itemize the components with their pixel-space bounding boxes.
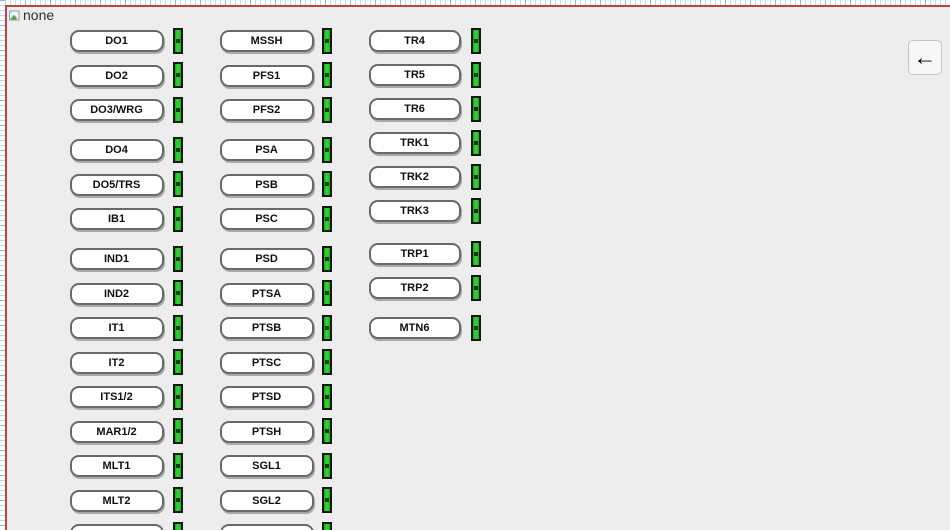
status-led-partial bbox=[322, 521, 332, 530]
status-led-do1 bbox=[173, 27, 183, 54]
missing-image-placeholder: none bbox=[8, 8, 54, 23]
panel-button-ptsd[interactable]: PTSD bbox=[219, 386, 314, 408]
panel-button-it1[interactable]: IT1 bbox=[69, 317, 164, 339]
panel-button-partial[interactable] bbox=[69, 524, 164, 530]
status-led-ptsd bbox=[322, 383, 332, 410]
horizontal-ruler bbox=[0, 0, 950, 5]
status-led-mssh bbox=[322, 27, 332, 54]
status-led-ptsb bbox=[322, 314, 332, 341]
status-led-trp1 bbox=[470, 240, 481, 267]
panel-button-ptsb[interactable]: PTSB bbox=[219, 317, 314, 339]
status-led-pfs2 bbox=[322, 96, 332, 123]
status-led-mar1-2 bbox=[173, 418, 183, 444]
panel-button-its1-2[interactable]: ITS1/2 bbox=[69, 386, 164, 408]
status-led-do3-wrg bbox=[173, 96, 183, 123]
panel-button-pfs1[interactable]: PFS1 bbox=[219, 64, 314, 87]
status-led-partial bbox=[173, 521, 183, 530]
panel-button-trk1[interactable]: TRK1 bbox=[368, 132, 461, 154]
back-button[interactable]: ← bbox=[908, 40, 942, 75]
status-led-psd bbox=[322, 245, 332, 272]
status-led-trk3 bbox=[470, 197, 481, 224]
panel-button-do5-trs[interactable]: DO5/TRS bbox=[69, 173, 164, 196]
panel-button-mlt1[interactable]: MLT1 bbox=[69, 455, 164, 477]
status-led-psb bbox=[322, 171, 332, 197]
status-led-ptsa bbox=[322, 280, 332, 306]
panel-button-do3-wrg[interactable]: DO3/WRG bbox=[69, 99, 164, 121]
panel-button-trp1[interactable]: TRP1 bbox=[368, 243, 461, 265]
status-led-trk2 bbox=[470, 163, 481, 190]
status-led-tr4 bbox=[470, 27, 481, 54]
panel-button-psc[interactable]: PSC bbox=[219, 208, 314, 230]
panel-button-psa[interactable]: PSA bbox=[219, 139, 314, 161]
status-led-tr5 bbox=[470, 61, 481, 88]
status-led-trk1 bbox=[470, 129, 481, 156]
status-led-its1-2 bbox=[173, 383, 183, 410]
status-led-psa bbox=[322, 136, 332, 163]
status-led-mlt2 bbox=[173, 487, 183, 513]
status-led-sgl2 bbox=[322, 487, 332, 513]
broken-image-icon bbox=[9, 10, 20, 21]
status-led-ptsc bbox=[322, 349, 332, 375]
panel-button-tr4[interactable]: TR4 bbox=[368, 30, 461, 52]
panel-button-do4[interactable]: DO4 bbox=[69, 139, 164, 161]
front-panel: none ← DO1 DO2 DO3/WRG DO4 DO5/TRS IB1 IND1 IND… bbox=[5, 5, 950, 530]
panel-button-ptsc[interactable]: PTSC bbox=[219, 351, 314, 374]
status-led-ptsh bbox=[322, 418, 332, 444]
status-led-it2 bbox=[173, 349, 183, 375]
status-led-do4 bbox=[173, 136, 183, 163]
status-led-it1 bbox=[173, 314, 183, 341]
panel-button-mssh[interactable]: MSSH bbox=[219, 30, 314, 52]
panel-button-tr6[interactable]: TR6 bbox=[368, 98, 461, 120]
panel-button-tr5[interactable]: TR5 bbox=[368, 64, 461, 86]
status-led-ind1 bbox=[173, 245, 183, 272]
panel-button-trk2[interactable]: TRK2 bbox=[368, 166, 461, 188]
panel-button-ib1[interactable]: IB1 bbox=[69, 208, 164, 230]
status-led-trp2 bbox=[470, 274, 481, 301]
panel-button-sgl1[interactable]: SGL1 bbox=[219, 455, 314, 477]
panel-button-partial[interactable] bbox=[219, 524, 314, 530]
panel-button-it2[interactable]: IT2 bbox=[69, 351, 164, 374]
panel-button-ptsh[interactable]: PTSH bbox=[219, 420, 314, 443]
panel-button-pfs2[interactable]: PFS2 bbox=[219, 99, 314, 121]
panel-button-ind1[interactable]: IND1 bbox=[69, 248, 164, 270]
panel-button-do2[interactable]: DO2 bbox=[69, 64, 164, 87]
panel-button-psd[interactable]: PSD bbox=[219, 248, 314, 270]
status-led-psc bbox=[322, 205, 332, 232]
status-led-tr6 bbox=[470, 95, 481, 122]
panel-button-ind2[interactable]: IND2 bbox=[69, 282, 164, 305]
panel-button-sgl2[interactable]: SGL2 bbox=[219, 489, 314, 512]
status-led-do2 bbox=[173, 62, 183, 88]
missing-image-alt-text: none bbox=[23, 7, 55, 23]
panel-button-mtn6[interactable]: MTN6 bbox=[368, 317, 461, 339]
status-led-mlt1 bbox=[173, 452, 183, 479]
vertical-ruler bbox=[0, 0, 5, 530]
panel-button-mlt2[interactable]: MLT2 bbox=[69, 489, 164, 512]
status-led-do5-trs bbox=[173, 171, 183, 197]
panel-button-do1[interactable]: DO1 bbox=[69, 30, 164, 52]
panel-button-ptsa[interactable]: PTSA bbox=[219, 282, 314, 305]
status-led-mtn6 bbox=[470, 314, 481, 341]
panel-button-mar1-2[interactable]: MAR1/2 bbox=[69, 420, 164, 443]
panel-button-trk3[interactable]: TRK3 bbox=[368, 200, 461, 222]
status-led-sgl1 bbox=[322, 452, 332, 479]
status-led-ib1 bbox=[173, 205, 183, 232]
panel-button-trp2[interactable]: TRP2 bbox=[368, 277, 461, 299]
status-led-pfs1 bbox=[322, 62, 332, 88]
status-led-ind2 bbox=[173, 280, 183, 306]
arrow-left-icon: ← bbox=[913, 44, 937, 70]
panel-button-psb[interactable]: PSB bbox=[219, 173, 314, 196]
